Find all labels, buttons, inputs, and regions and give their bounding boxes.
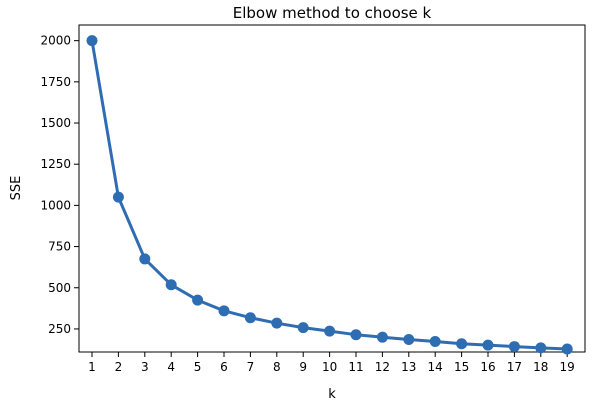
x-tick-label: 14 [428, 360, 443, 374]
y-tick-label: 250 [48, 322, 71, 336]
x-tick-label: 4 [167, 360, 175, 374]
y-tick-label: 500 [48, 281, 71, 295]
data-point [86, 35, 98, 47]
x-tick-label: 16 [480, 360, 495, 374]
data-point [456, 338, 468, 350]
chart-title: Elbow method to choose k [233, 4, 432, 22]
x-tick-label: 11 [348, 360, 363, 374]
y-axis-ticks: 250 500 750 1000 1250 1500 1750 2000 [40, 34, 79, 336]
x-tick-label: 5 [194, 360, 202, 374]
data-point [324, 325, 336, 337]
data-point [376, 331, 388, 343]
y-axis-label: SSE [9, 176, 24, 201]
data-point [218, 305, 230, 317]
data-point [165, 279, 177, 291]
x-tick-label: 9 [299, 360, 307, 374]
data-point [403, 333, 415, 345]
plot-frame [78, 24, 586, 353]
data-point [482, 339, 494, 351]
x-tick-label: 1 [88, 360, 96, 374]
y-tick-label: 2000 [40, 34, 71, 48]
y-tick-label: 1500 [40, 116, 71, 130]
data-point [139, 253, 151, 265]
x-tick-label: 12 [375, 360, 390, 374]
x-tick-label: 18 [533, 360, 548, 374]
data-point [508, 341, 520, 353]
data-point [297, 322, 309, 334]
data-point [271, 317, 283, 329]
x-axis-label: k [328, 387, 336, 402]
data-point [429, 335, 441, 347]
series-points [86, 35, 573, 355]
data-point [192, 294, 204, 306]
data-point [244, 312, 256, 324]
x-tick-label: 17 [507, 360, 522, 374]
x-tick-label: 19 [560, 360, 575, 374]
y-tick-label: 1750 [40, 75, 71, 89]
x-tick-label: 2 [115, 360, 123, 374]
data-point [112, 191, 124, 203]
data-point [561, 343, 573, 355]
x-axis-ticks: 1 2 3 4 5 6 7 8 9 10 11 12 13 14 15 16 17 18 19 [88, 352, 575, 374]
x-tick-label: 6 [220, 360, 228, 374]
x-tick-label: 7 [247, 360, 255, 374]
x-tick-label: 8 [273, 360, 281, 374]
y-tick-label: 1000 [40, 198, 71, 212]
x-tick-label: 13 [401, 360, 416, 374]
y-tick-label: 1250 [40, 157, 71, 171]
data-point [535, 342, 547, 354]
x-tick-label: 3 [141, 360, 149, 374]
y-tick-label: 750 [48, 240, 71, 254]
x-tick-label: 15 [454, 360, 469, 374]
x-tick-label: 10 [322, 360, 337, 374]
data-point [350, 329, 362, 341]
